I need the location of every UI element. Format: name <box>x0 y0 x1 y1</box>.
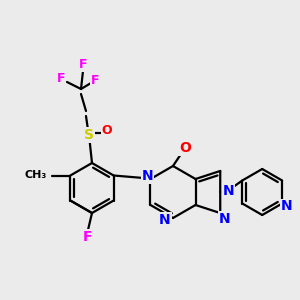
Text: F: F <box>82 230 92 244</box>
Text: O: O <box>179 141 191 155</box>
Text: F: F <box>57 73 65 85</box>
Text: N: N <box>218 212 230 226</box>
Text: F: F <box>91 74 99 88</box>
Text: N: N <box>159 213 171 227</box>
Text: N: N <box>222 184 234 198</box>
Text: CH₃: CH₃ <box>24 170 46 181</box>
Text: S: S <box>84 128 94 142</box>
Text: O: O <box>102 124 112 137</box>
Text: F: F <box>79 58 87 71</box>
Text: N: N <box>142 169 153 183</box>
Text: N: N <box>280 200 292 214</box>
